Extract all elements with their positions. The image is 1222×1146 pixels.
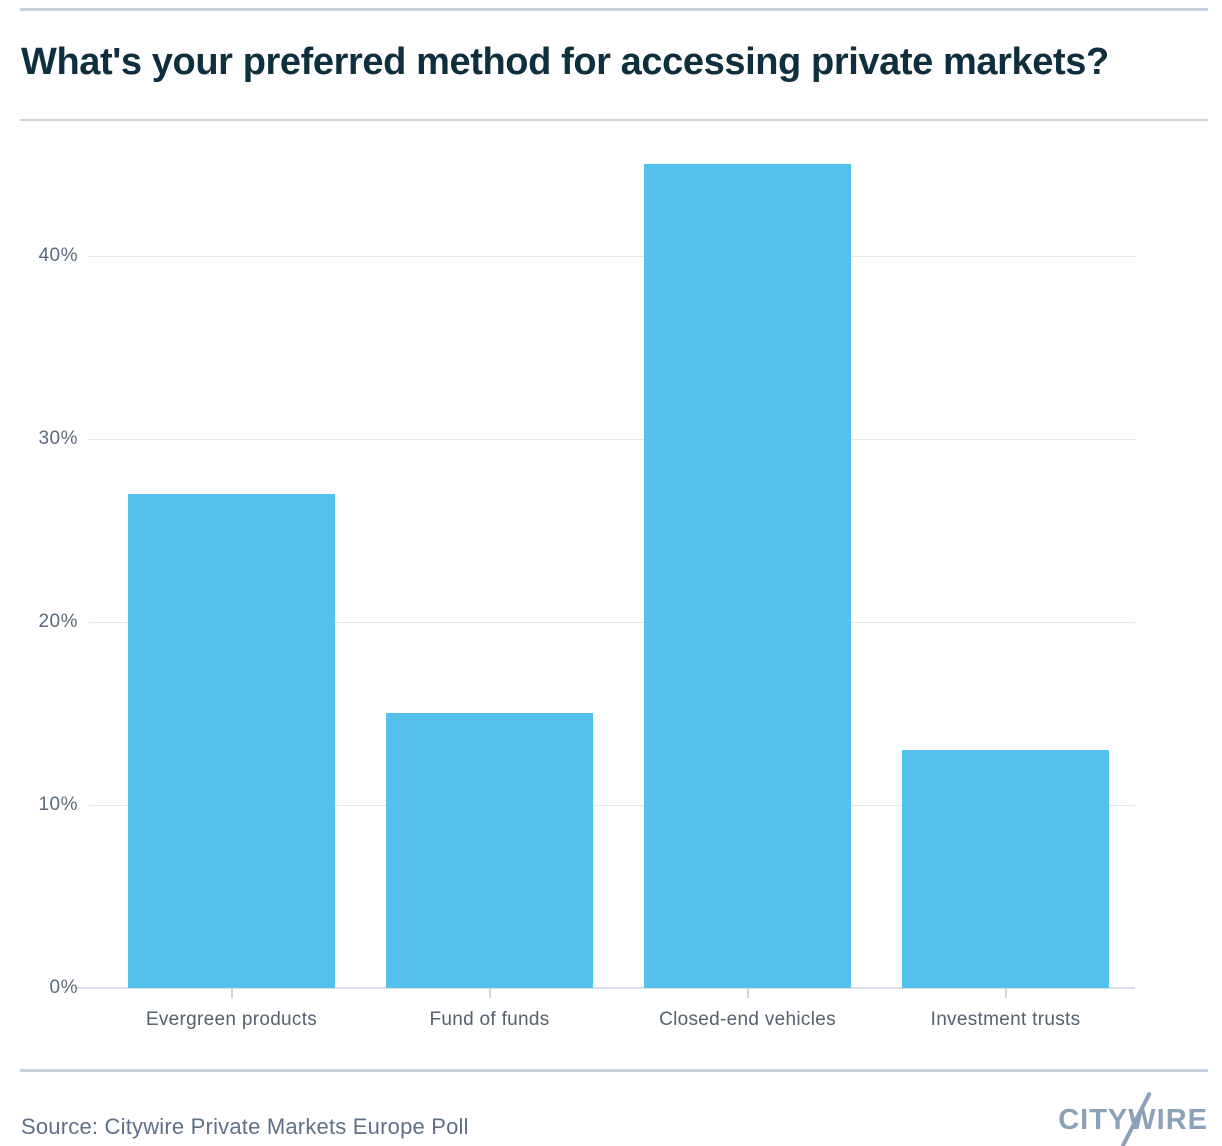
bar — [644, 164, 851, 988]
citywire-logo: CITYWIRE — [1058, 1091, 1208, 1146]
x-axis-label: Evergreen products — [145, 1009, 318, 1030]
bar — [902, 750, 1109, 988]
y-axis-label: 30% — [38, 428, 78, 449]
gridline — [89, 439, 1135, 440]
x-axis-tick — [1004, 988, 1007, 998]
top-divider — [20, 8, 1208, 11]
x-axis-tick — [488, 988, 491, 998]
source-text: Source: Citywire Private Markets Europe … — [21, 1114, 469, 1139]
chart-title: What's your preferred method for accessi… — [21, 41, 1109, 83]
x-axis-label: Investment trusts — [930, 1009, 1081, 1030]
bar — [128, 494, 335, 988]
y-axis-label: 0% — [49, 977, 78, 998]
y-axis-label: 20% — [38, 611, 78, 632]
footer-divider — [20, 1069, 1208, 1072]
gridline — [89, 805, 1135, 806]
y-axis-label: 40% — [38, 245, 78, 266]
x-axis-label: Fund of funds — [429, 1009, 550, 1030]
gridline — [89, 256, 1135, 257]
x-axis-tick — [746, 988, 749, 998]
gridline — [89, 622, 1135, 623]
bar — [386, 713, 593, 988]
x-axis-line — [76, 987, 1135, 989]
x-axis-label: Closed-end vehicles — [659, 1009, 836, 1030]
title-divider — [20, 119, 1208, 121]
x-axis-tick — [230, 988, 233, 998]
y-axis-label: 10% — [38, 794, 78, 815]
